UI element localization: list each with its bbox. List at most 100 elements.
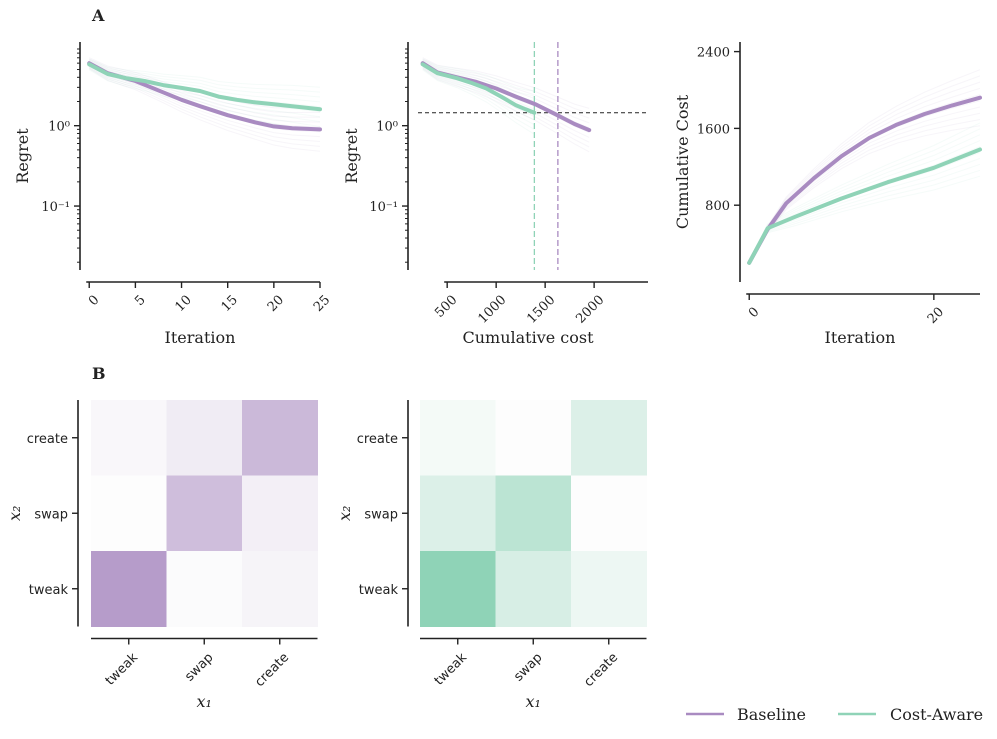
legend: Baseline Cost-Aware (686, 705, 983, 724)
heatmap-cell (571, 551, 647, 627)
x-category-label: tweak (432, 650, 471, 689)
heatmap-cell (571, 475, 647, 552)
trajectory-baseline (748, 75, 981, 264)
heatmap-cell (166, 400, 243, 476)
legend-baseline-label: Baseline (737, 705, 806, 724)
x-category-label: tweak (103, 650, 142, 689)
trajectory-cost-aware (88, 65, 321, 118)
y-tick-label: 800 (705, 199, 730, 214)
x-tick-label: 0 (86, 293, 102, 309)
trajectory-cost-aware (88, 68, 321, 127)
heatmap-cell (420, 400, 496, 476)
x-tick-label: 20 (925, 305, 947, 327)
x-tick-label: 0 (746, 305, 762, 321)
heatmap-cell (495, 551, 572, 627)
y-category-label: swap (364, 507, 398, 522)
trajectory-cost-aware (422, 68, 535, 130)
x-axis-label: Iteration (165, 328, 236, 347)
trajectory-cost-aware (422, 58, 535, 92)
x-tick-label: 1000 (475, 293, 509, 327)
series-line-baseline (747, 95, 982, 265)
trajectory-cost-aware (88, 60, 321, 98)
y-axis-label: Cumulative Cost (673, 94, 692, 229)
heatmap-cell (571, 400, 647, 476)
heatmap-cell (91, 551, 167, 627)
trajectory-cost-aware (422, 69, 535, 135)
x-axis-label: Iteration (825, 328, 896, 347)
x-category-label: create (581, 650, 621, 690)
trajectory-cost-aware (88, 59, 321, 93)
trajectory-cost-aware (748, 122, 981, 264)
heatmap-cell (420, 475, 496, 552)
y-axis-label: Regret (13, 128, 32, 184)
trajectory-baseline (88, 58, 321, 114)
series-line-cost-aware (420, 62, 537, 115)
y-category-label: create (27, 432, 68, 447)
trajectory-cost-aware (422, 65, 535, 121)
panel-label-b: B (92, 364, 106, 383)
trajectory-cost-aware (748, 163, 981, 264)
trajectory-baseline (422, 59, 590, 119)
trajectory-cost-aware (88, 62, 321, 103)
trajectory-baseline (748, 69, 981, 264)
trajectory-baseline (88, 62, 321, 128)
baseline-heatmap: create swap tweak tweak swap create x₁ x₂ (5, 400, 318, 711)
x-category-label: swap (511, 650, 545, 684)
heatmap-cell (242, 475, 318, 552)
x-category-label: swap (182, 650, 216, 684)
heatmap-cell (242, 400, 318, 476)
trajectory-baseline (422, 60, 590, 124)
heatmap-cell (420, 551, 496, 627)
trajectory-cost-aware (422, 66, 535, 126)
y-tick-label: 10⁻¹ (369, 200, 398, 215)
y-tick-label: 10⁰ (376, 120, 398, 135)
series-line-cost-aware (87, 62, 322, 112)
heatmap-cell (166, 551, 243, 627)
trajectory-baseline (748, 125, 981, 264)
x-tick-label: 20 (265, 293, 287, 315)
legend-cost-aware-label: Cost-Aware (890, 705, 983, 724)
background-trajectories (422, 57, 590, 153)
y-axis-label: x₂ (335, 506, 354, 521)
trajectory-baseline (422, 68, 590, 153)
x-tick-label: 25 (311, 293, 333, 315)
trajectory-cost-aware (748, 128, 981, 264)
trajectory-cost-aware (88, 66, 321, 123)
x-axis-label: Cumulative cost (462, 328, 594, 347)
heatmap-cell (495, 475, 572, 552)
heatmap-cell (242, 551, 318, 627)
trajectory-baseline (88, 64, 321, 138)
regret-vs-iteration-chart: 10⁰ 10⁻¹ 0 5 10 15 20 25 Iteration Regret (13, 42, 333, 347)
x-tick-label: 2000 (573, 293, 607, 327)
trajectory-baseline (748, 87, 981, 264)
trajectory-baseline (88, 60, 321, 123)
trajectory-baseline (88, 59, 321, 118)
trajectory-baseline (748, 119, 981, 264)
heatmap-cell (166, 475, 243, 552)
y-axis-label: Regret (342, 128, 361, 184)
y-tick-label: 1600 (697, 122, 730, 137)
x-tick-label: 500 (432, 293, 460, 321)
x-tick-label: 5 (132, 293, 148, 309)
x-tick-label: 1500 (524, 293, 558, 327)
x-axis-label: x₁ (197, 692, 212, 711)
y-category-label: create (357, 432, 398, 447)
y-axis-label: x₂ (5, 506, 24, 521)
y-category-label: tweak (29, 583, 69, 598)
x-axis-label: x₁ (526, 692, 541, 711)
x-category-label: create (252, 650, 292, 690)
x-tick-label: 15 (219, 293, 241, 315)
series-line-cost-aware (747, 147, 982, 265)
trajectory-cost-aware (422, 59, 535, 97)
panel-label-a: A (91, 6, 105, 25)
trajectory-baseline (88, 65, 321, 142)
y-category-label: swap (34, 507, 68, 522)
heatmap-cell (91, 475, 167, 552)
y-tick-label: 2400 (697, 46, 730, 61)
y-category-label: tweak (359, 583, 399, 598)
heatmap-cell (495, 400, 572, 476)
background-trajectories (748, 69, 981, 264)
cost-aware-heatmap: create swap tweak tweak swap create x₁ x₂ (335, 400, 647, 711)
